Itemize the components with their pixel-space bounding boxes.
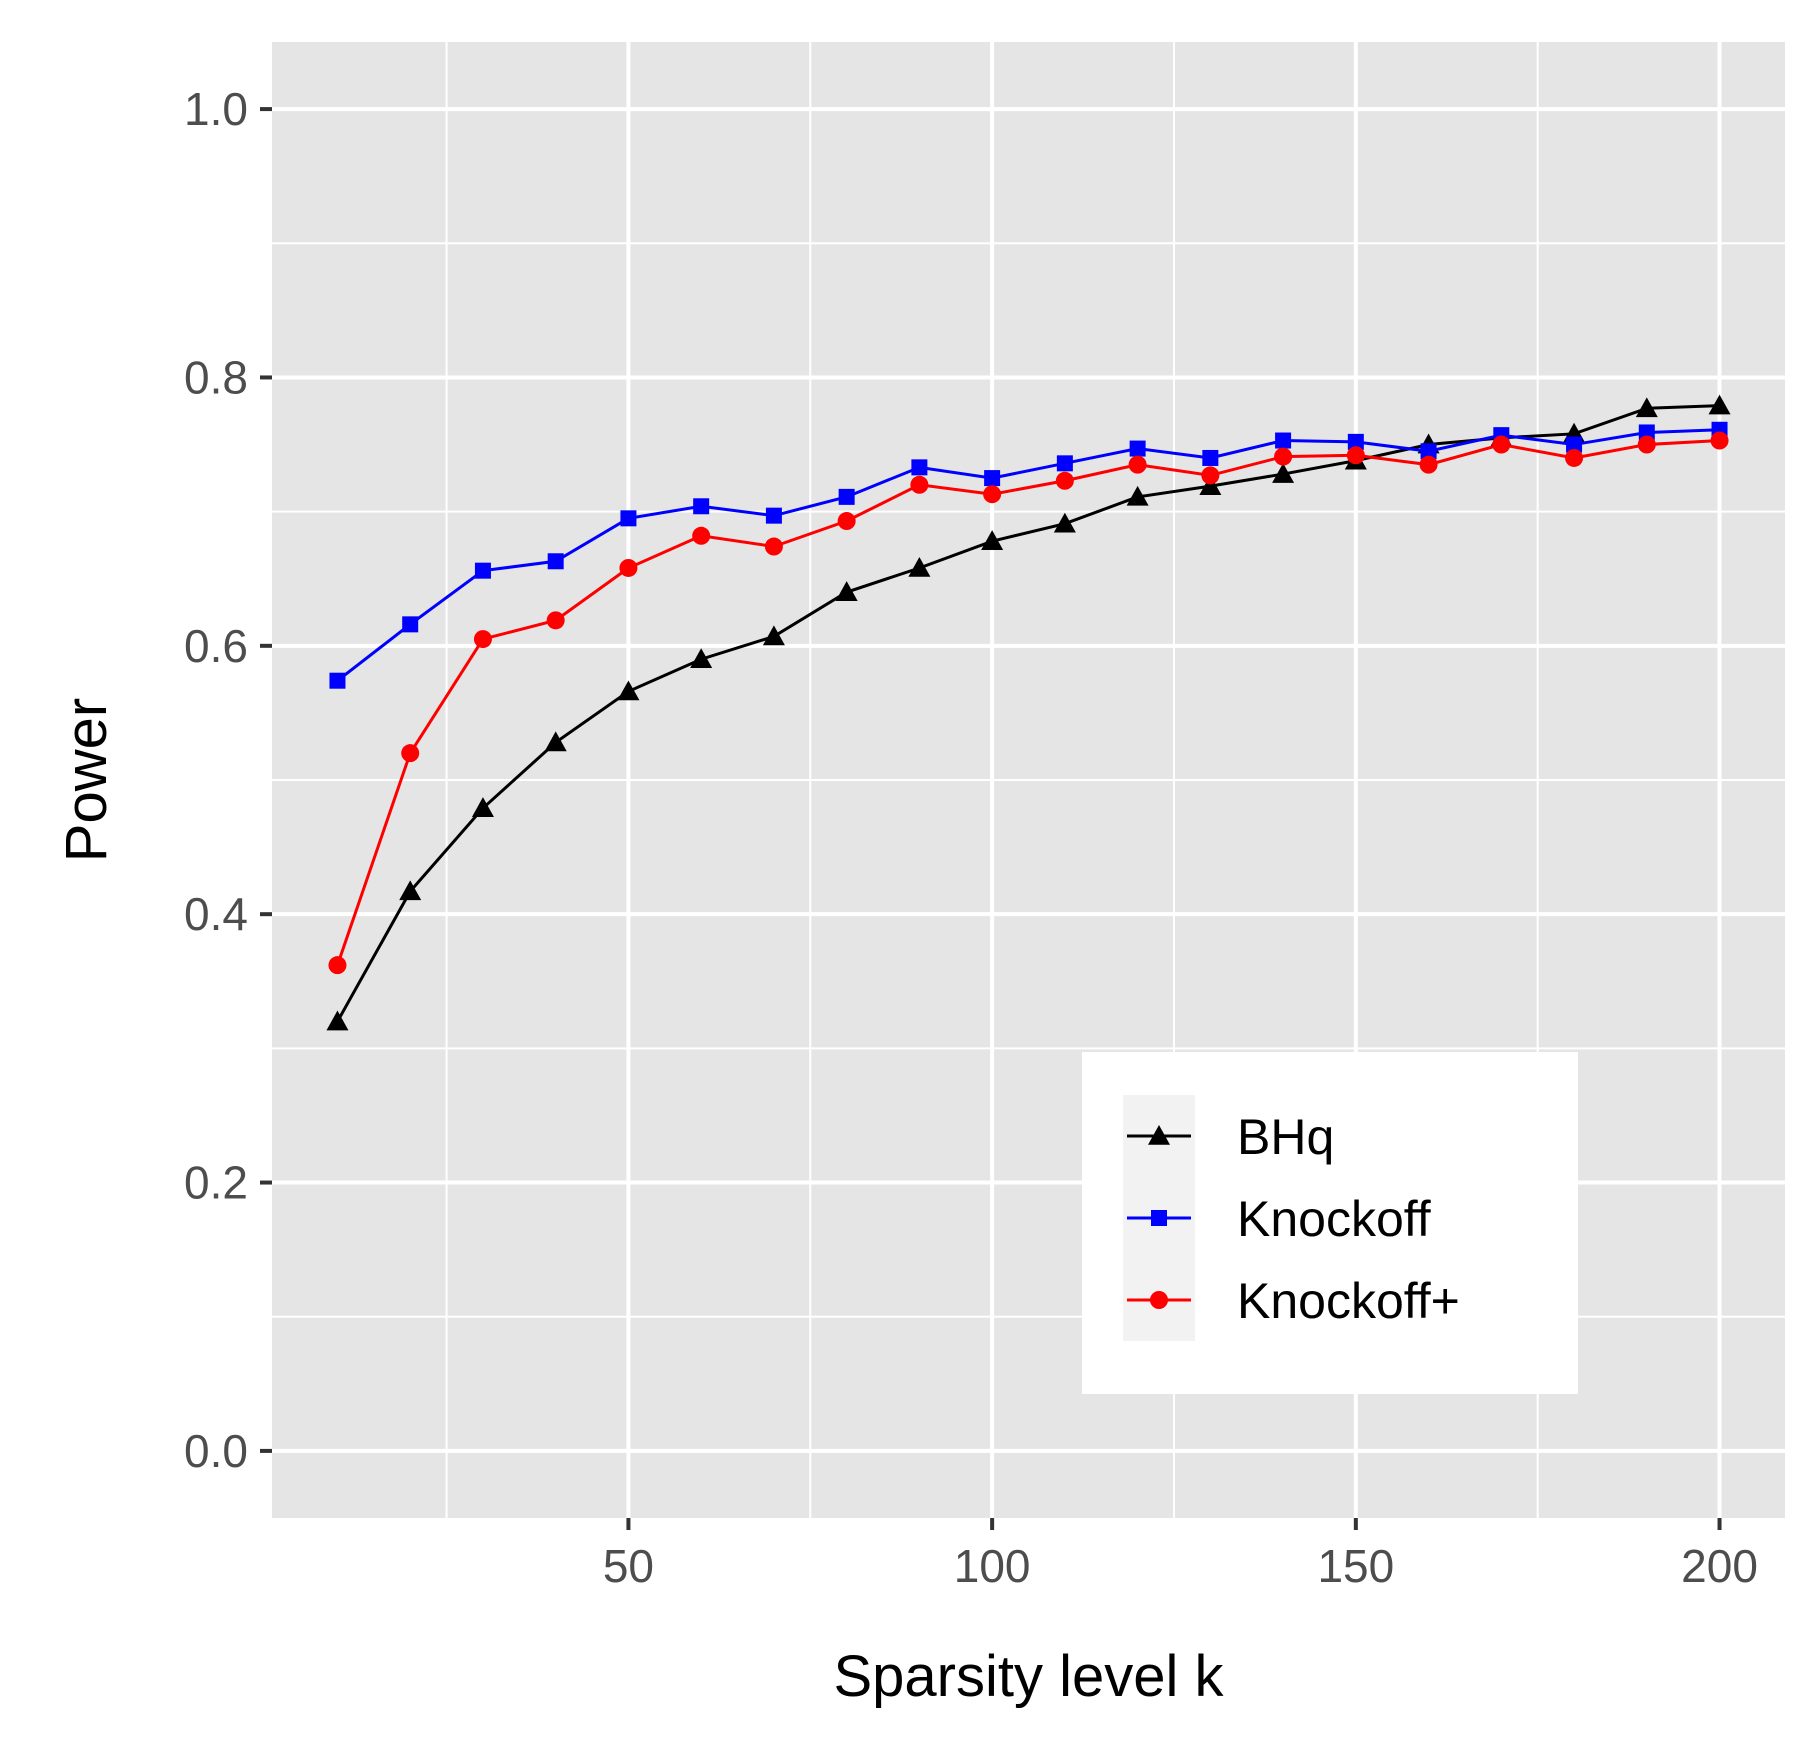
data-point-knockoff-plus bbox=[1492, 435, 1511, 454]
data-point-knockoff-plus bbox=[473, 630, 492, 649]
legend: BHq Knockoff Knockoff+ bbox=[1082, 1052, 1578, 1394]
data-point-knockoff-plus bbox=[764, 537, 783, 556]
x-axis-title: Sparsity level k bbox=[833, 1644, 1224, 1709]
series-knockoff bbox=[329, 421, 1728, 689]
data-point-knockoff-plus bbox=[619, 558, 638, 577]
data-point-knockoff bbox=[693, 498, 710, 515]
legend-label: Knockoff bbox=[1237, 1191, 1431, 1247]
y-tick-label: 0.0 bbox=[184, 1425, 248, 1477]
data-point-knockoff bbox=[1129, 440, 1146, 457]
y-axis-title: Power bbox=[54, 698, 119, 862]
series-line-knockoff bbox=[336, 428, 1720, 682]
data-point-knockoff bbox=[1566, 436, 1583, 453]
legend-key-marker bbox=[1150, 1291, 1168, 1309]
series-line-knockoff-plus bbox=[336, 439, 1720, 966]
data-point-bhq bbox=[544, 731, 567, 752]
data-point-bhq bbox=[1272, 463, 1295, 483]
data-point-knockoff bbox=[402, 616, 419, 633]
data-point-knockoff-plus bbox=[546, 611, 565, 630]
legend-label: Knockoff+ bbox=[1237, 1273, 1460, 1329]
data-point-bhq bbox=[1708, 394, 1731, 415]
data-point-knockoff-plus bbox=[1201, 466, 1220, 485]
data-point-knockoff-plus bbox=[328, 956, 347, 975]
data-point-bhq bbox=[617, 680, 640, 701]
axis-ticks bbox=[260, 107, 1722, 1530]
x-tick-label: 100 bbox=[954, 1540, 1031, 1592]
y-tick-label: 0.2 bbox=[184, 1157, 248, 1209]
data-point-knockoff bbox=[620, 510, 637, 527]
data-point-knockoff-plus bbox=[983, 485, 1002, 504]
data-point-bhq bbox=[471, 797, 494, 817]
data-point-knockoff bbox=[765, 507, 782, 524]
legend-label: BHq bbox=[1237, 1109, 1334, 1165]
data-point-bhq bbox=[1126, 485, 1149, 506]
data-point-knockoff bbox=[1275, 432, 1292, 449]
legend-key-marker bbox=[1151, 1210, 1167, 1226]
data-point-bhq bbox=[762, 625, 785, 646]
data-point-knockoff bbox=[1638, 424, 1655, 441]
data-point-knockoff bbox=[1420, 443, 1437, 460]
data-point-bhq bbox=[835, 581, 858, 601]
data-point-knockoff-plus bbox=[1346, 446, 1365, 465]
data-point-bhq bbox=[690, 648, 713, 669]
data-point-bhq bbox=[908, 556, 931, 577]
data-point-knockoff bbox=[547, 553, 564, 570]
data-point-knockoff-plus bbox=[1565, 448, 1584, 467]
y-tick-label: 0.4 bbox=[184, 888, 248, 940]
legend-key-marker bbox=[1148, 1125, 1170, 1145]
data-point-knockoff bbox=[984, 470, 1001, 487]
x-tick-labels: 50 100 150 200 bbox=[603, 1540, 1758, 1592]
data-point-knockoff bbox=[838, 488, 855, 505]
data-point-knockoff-plus bbox=[401, 744, 420, 763]
data-point-knockoff-plus bbox=[1637, 435, 1656, 454]
y-tick-labels: 0.0 0.2 0.4 0.6 0.8 1.0 bbox=[184, 83, 248, 1477]
data-point-bhq bbox=[1053, 512, 1076, 533]
data-point-knockoff-plus bbox=[1128, 455, 1147, 474]
data-point-knockoff-plus bbox=[1710, 431, 1729, 450]
data-point-bhq bbox=[1199, 475, 1222, 495]
x-tick-label: 200 bbox=[1681, 1540, 1758, 1592]
data-point-knockoff bbox=[329, 672, 346, 689]
x-tick-label: 150 bbox=[1317, 1540, 1394, 1592]
data-point-knockoff-plus bbox=[910, 475, 929, 494]
data-point-knockoff bbox=[1202, 449, 1219, 466]
data-point-knockoff-plus bbox=[837, 512, 856, 531]
y-tick-label: 1.0 bbox=[184, 83, 248, 135]
legend-item-bhq: BHq bbox=[1127, 1109, 1334, 1165]
legend-item-knockoff: Knockoff bbox=[1127, 1191, 1431, 1247]
data-point-knockoff bbox=[911, 459, 928, 476]
data-point-knockoff-plus bbox=[1274, 447, 1293, 466]
y-tick-label: 0.8 bbox=[184, 351, 248, 403]
x-tick-label: 50 bbox=[603, 1540, 654, 1592]
data-point-bhq bbox=[1635, 397, 1658, 418]
data-point-knockoff-plus bbox=[1055, 471, 1074, 490]
y-tick-label: 0.6 bbox=[184, 620, 248, 672]
data-point-bhq bbox=[399, 880, 422, 901]
data-point-knockoff-plus bbox=[1419, 455, 1438, 474]
data-point-knockoff bbox=[1347, 433, 1364, 450]
data-point-bhq bbox=[981, 530, 1004, 550]
data-point-knockoff bbox=[474, 562, 491, 579]
series-knockoff-plus bbox=[328, 431, 1729, 975]
major-gridlines bbox=[272, 42, 1785, 1518]
data-point-knockoff bbox=[1056, 455, 1073, 472]
data-point-knockoff-plus bbox=[692, 526, 711, 545]
data-point-bhq bbox=[326, 1010, 349, 1031]
legend-item-knockoff-plus: Knockoff+ bbox=[1127, 1273, 1460, 1329]
series-layer bbox=[326, 394, 1731, 1031]
